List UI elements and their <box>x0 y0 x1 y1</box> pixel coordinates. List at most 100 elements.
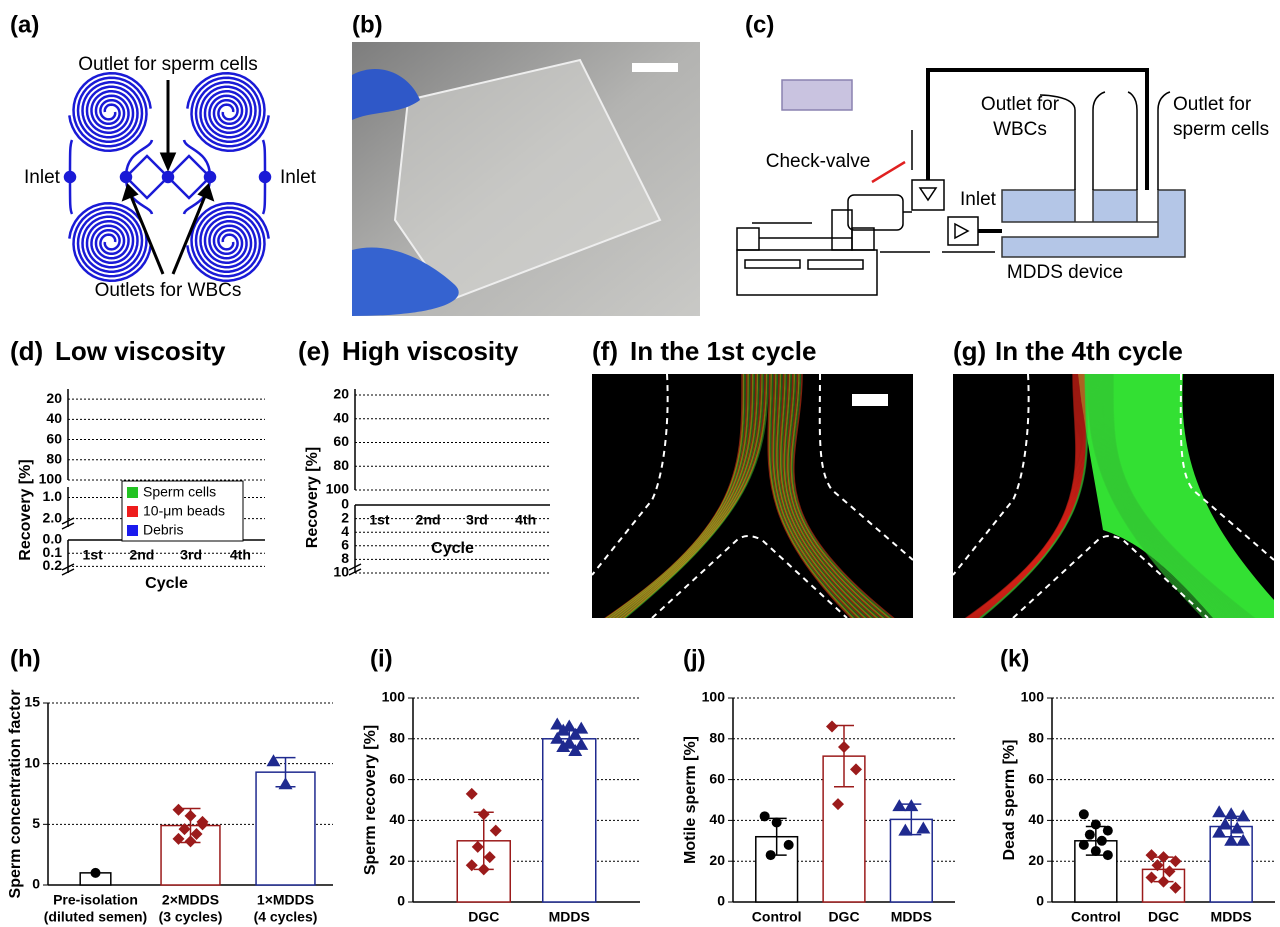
arrow-head <box>197 183 215 202</box>
data-point <box>266 754 281 767</box>
data-point <box>904 799 919 812</box>
y-tick-label: 4 <box>341 523 349 539</box>
y-tick-label: 2.0 <box>43 509 63 525</box>
legend-swatch <box>127 506 138 517</box>
data-point <box>892 799 907 812</box>
annotation: WBCs <box>993 119 1047 140</box>
y-tick-label: 40 <box>46 410 62 426</box>
data-point <box>568 727 583 740</box>
data-point <box>1236 809 1251 822</box>
data-point <box>1218 817 1233 830</box>
arrow <box>171 195 207 275</box>
data-point <box>1090 846 1101 856</box>
data-point <box>765 850 776 861</box>
data-point <box>783 839 794 850</box>
y-axis-label: Sperm recovery [%] <box>362 725 379 875</box>
pump-buttons <box>807 259 864 270</box>
streak <box>979 374 1089 618</box>
data-point <box>1157 851 1170 864</box>
data-point <box>489 824 502 837</box>
data-point <box>556 723 571 736</box>
micrographs <box>591 373 1275 619</box>
y-tick-label: 60 <box>333 433 349 449</box>
panel-label: (d) <box>10 336 43 366</box>
y-tick-label: 100 <box>326 481 350 497</box>
micrograph <box>591 373 914 619</box>
y-tick-label: 60 <box>709 770 725 786</box>
y-tick-label: 1.0 <box>43 488 63 504</box>
arrow <box>129 195 165 275</box>
channel <box>124 139 212 215</box>
pump <box>736 249 878 296</box>
streak <box>793 374 895 618</box>
x-tick-label: (4 cycles) <box>254 909 318 925</box>
data-point <box>196 818 209 831</box>
data-point <box>556 739 571 752</box>
y-tick-label: 100 <box>1021 689 1045 705</box>
y-tick-label: 10 <box>333 564 349 580</box>
y-tick-label: 40 <box>333 409 349 425</box>
check-valve <box>947 216 979 246</box>
x-axis-label: Cycle <box>431 540 474 557</box>
panel-label: (g) <box>953 336 986 366</box>
streak <box>780 374 873 618</box>
spiral <box>68 202 148 278</box>
x-tick-label: DGC <box>828 909 859 925</box>
pump-block <box>851 227 875 251</box>
streak <box>773 374 863 618</box>
pump-block <box>736 227 760 251</box>
scale-bar <box>852 394 888 406</box>
panel-label: (e) <box>298 336 330 366</box>
streak <box>776 374 867 618</box>
data-point <box>574 721 589 734</box>
data-point <box>1163 865 1176 878</box>
data-point <box>1224 833 1239 846</box>
micrograph <box>952 373 1275 619</box>
spiral <box>186 206 266 282</box>
check-valve <box>911 179 945 211</box>
legend-label: Debris <box>143 522 183 538</box>
panel-label: (a) <box>10 11 39 38</box>
port <box>63 170 77 184</box>
streak <box>1088 374 1209 618</box>
data-point <box>1078 839 1089 850</box>
data-point <box>471 840 484 853</box>
data-point <box>1224 807 1239 820</box>
channel-wall <box>1179 373 1275 561</box>
data-point <box>1169 855 1182 868</box>
streak <box>781 374 875 618</box>
device-schematic <box>63 72 272 282</box>
streak <box>769 374 857 618</box>
x-tick-label: 1×MDDS <box>257 892 314 908</box>
y-tick-label: 0 <box>717 893 725 909</box>
x-tick-label: 1st <box>369 512 390 528</box>
panel-title: In the 4th cycle <box>995 336 1183 366</box>
y-tick-label: 20 <box>1028 852 1044 868</box>
x-tick-label: DGC <box>1148 909 1179 925</box>
x-tick-label: 4th <box>515 512 536 528</box>
data-point <box>190 828 203 841</box>
y-tick-label: 2 <box>341 509 349 525</box>
y-tick-label: 0.2 <box>43 557 63 573</box>
tube <box>926 68 1149 190</box>
x-tick-label: 4th <box>230 547 251 563</box>
streak <box>778 374 871 618</box>
chart-title: High viscosity <box>342 336 519 366</box>
x-tick-label: 3rd <box>180 547 202 563</box>
arrow-head <box>159 152 177 172</box>
x-tick-label: MDDS <box>891 909 932 925</box>
data-point <box>1090 819 1101 830</box>
spiral <box>186 72 266 148</box>
data-point <box>184 809 197 822</box>
y-tick-label: 0 <box>32 876 40 892</box>
chart: (j) 0 20 40 60 80 100 Control DGC MDDS Motile sper… <box>682 645 955 925</box>
data-point <box>550 717 565 730</box>
valve-symbol <box>918 187 938 202</box>
data-point <box>1212 805 1227 818</box>
streaks <box>964 374 1274 618</box>
data-point <box>1145 871 1158 884</box>
channel-wall <box>591 373 669 576</box>
annotation: Inlet <box>280 167 317 188</box>
y-tick-label: 80 <box>1028 730 1044 746</box>
data-point <box>465 787 478 800</box>
